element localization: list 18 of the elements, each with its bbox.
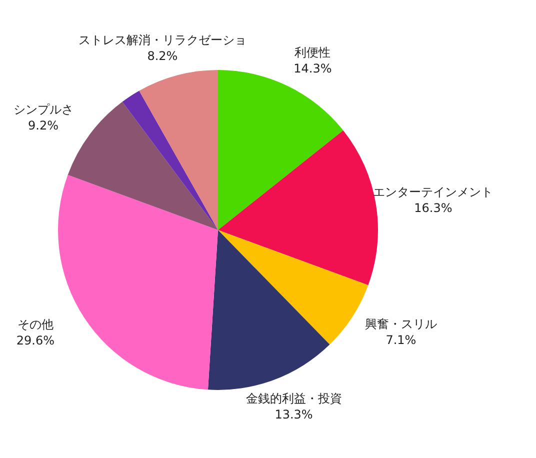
pie-slice: [139, 70, 218, 230]
slice-label: ストレス解消・リラクゼーショ: [78, 33, 246, 48]
data-label: 14.3%: [294, 62, 332, 76]
data-label: 29.6%: [16, 334, 54, 348]
data-label: 7.1%: [386, 333, 416, 348]
pie-slice: [122, 90, 218, 230]
slice-label: 興奮・スリル: [364, 317, 437, 332]
slice-label: エンターテインメント: [373, 185, 494, 200]
slice-label: シンプルさ: [13, 102, 74, 117]
pie-slice: [58, 174, 218, 390]
slice-label: 利便性: [294, 46, 331, 60]
data-label: 9.2%: [28, 118, 59, 133]
slice-label: その他: [17, 318, 54, 332]
slice-label: 金銭的利益・投資: [246, 391, 342, 406]
data-label: 8.2%: [147, 49, 178, 64]
data-label: 13.3%: [274, 407, 313, 422]
data-label: 16.3%: [414, 201, 452, 216]
pie-slice: [208, 230, 330, 390]
